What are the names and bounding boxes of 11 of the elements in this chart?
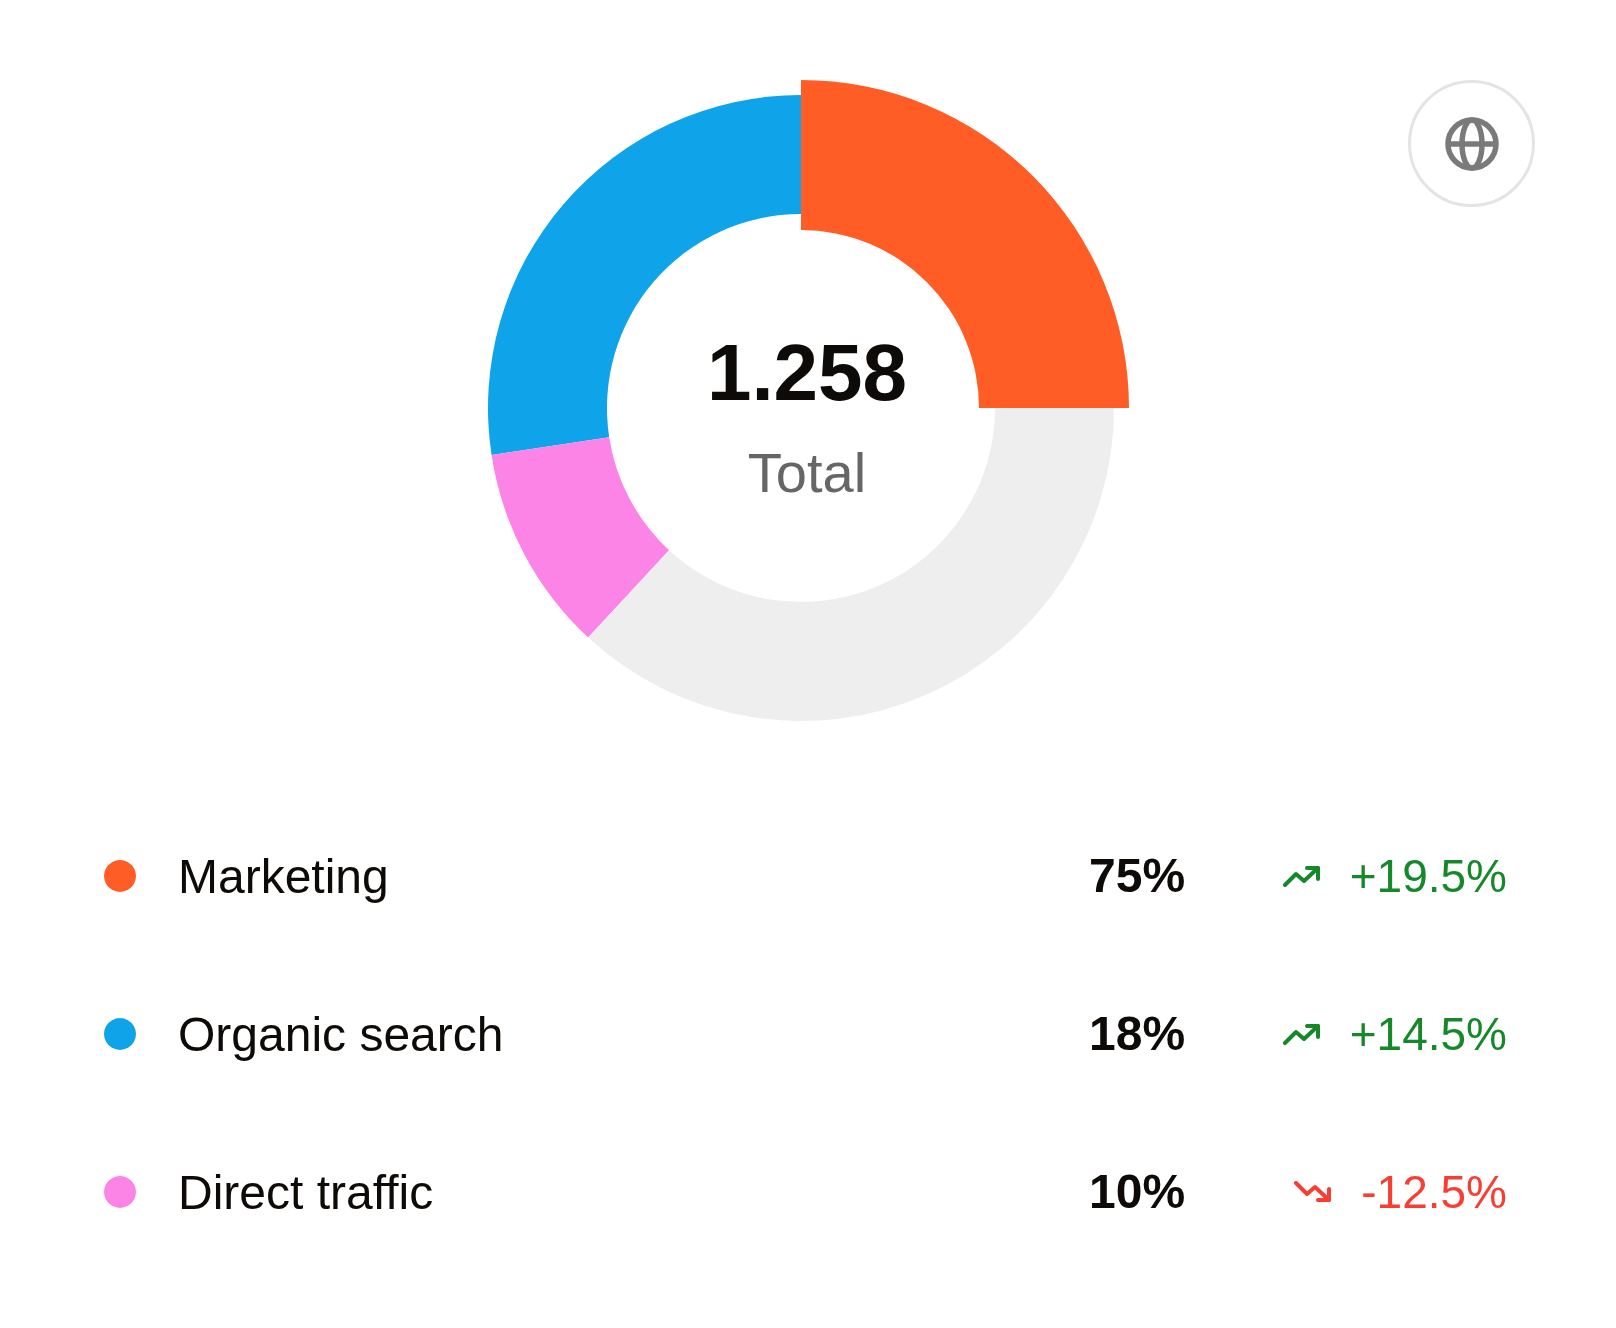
legend-label: Organic search (178, 1007, 504, 1061)
text: 75% (1089, 849, 1186, 902)
text: 1.258 (706, 327, 908, 417)
text: +14.5% (1349, 1008, 1507, 1060)
legend-label: Direct traffic (178, 1165, 434, 1219)
text: Total (747, 440, 867, 504)
text: 18% (1089, 1007, 1186, 1060)
text: -12.5% (1361, 1166, 1507, 1218)
text: 10% (1089, 1165, 1186, 1218)
legend-label: Marketing (178, 849, 389, 903)
text: +19.5% (1349, 850, 1507, 902)
